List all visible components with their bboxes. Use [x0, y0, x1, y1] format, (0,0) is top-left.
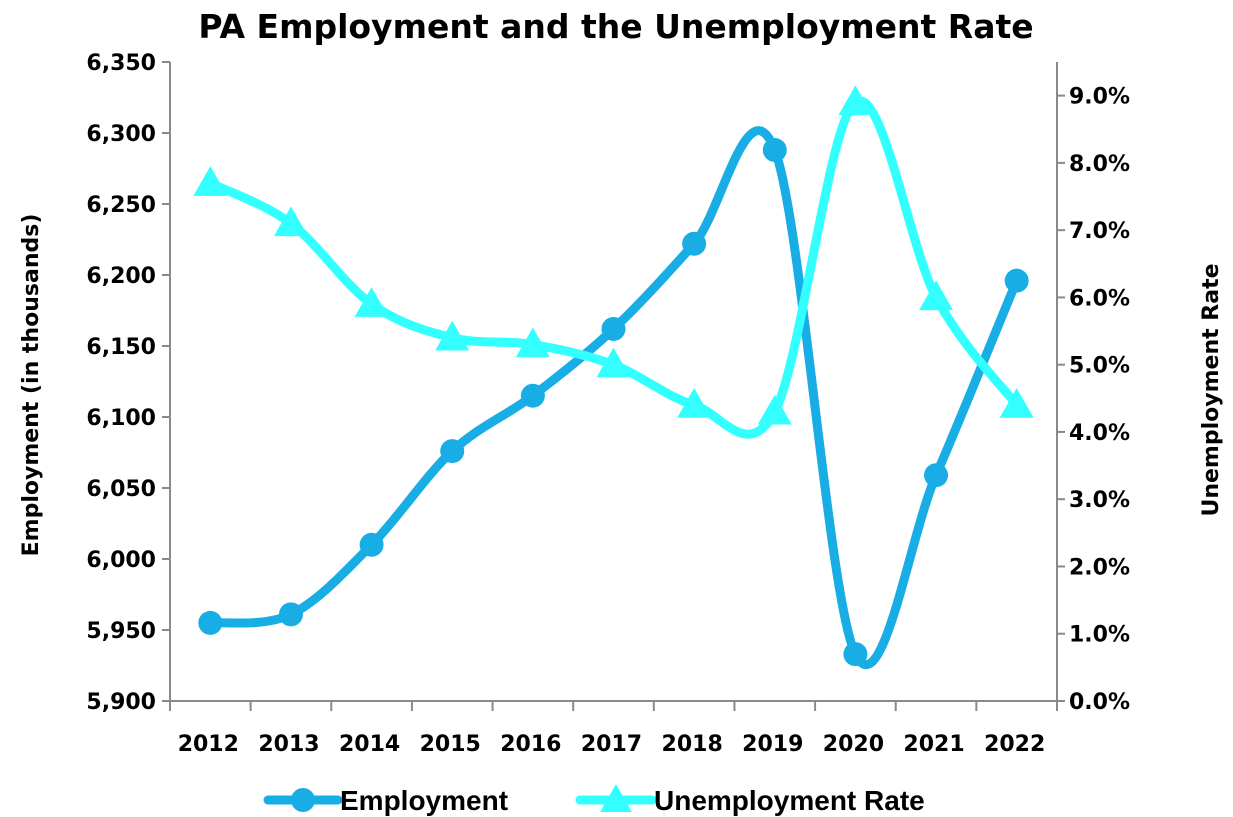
- y-left-tick-label: 6,300: [86, 122, 156, 147]
- unemployment-rate-point: [919, 280, 954, 311]
- legend-marker-triangle: [600, 784, 632, 812]
- unemployment-rate-point: [596, 347, 631, 378]
- employment-point: [1004, 268, 1029, 293]
- y-left-tick-label: 6,200: [86, 264, 156, 289]
- x-tick-label: 2021: [903, 732, 964, 757]
- y-left-tick-label: 6,150: [86, 335, 156, 360]
- x-tick-label: 2020: [823, 732, 884, 757]
- y-left-tick-label: 6,000: [86, 548, 156, 573]
- x-tick-label: 2018: [662, 732, 723, 757]
- x-tick-label: 2012: [178, 732, 239, 757]
- employment-point: [601, 316, 626, 341]
- y-right-tick-label: 9.0%: [1069, 85, 1130, 110]
- x-tick-label: 2019: [742, 732, 803, 757]
- unemployment-rate-point: [273, 206, 308, 237]
- y-right-tick-label: 3.0%: [1069, 488, 1130, 513]
- series-line-unemployment-rate: [205, 96, 1022, 439]
- employment-point: [198, 610, 223, 635]
- employment-point: [359, 532, 384, 557]
- y-axis-right-label: Unemployment Rate: [1199, 263, 1224, 516]
- legend-label: Unemployment Rate: [654, 785, 925, 816]
- y-left-tick-label: 5,900: [86, 690, 156, 715]
- y-right-tick-label: 1.0%: [1069, 623, 1130, 648]
- legend-label: Employment: [340, 785, 508, 816]
- employment-point: [843, 642, 868, 667]
- y-right-tick-label: 2.0%: [1069, 555, 1130, 580]
- x-tick-label: 2016: [500, 732, 561, 757]
- y-right-tick-label: 4.0%: [1069, 421, 1130, 446]
- y-right-tick-label: 8.0%: [1069, 152, 1130, 177]
- y-axis-left-label: Employment (in thousands): [19, 214, 44, 557]
- legend-marker-circle: [291, 788, 315, 812]
- y-left-tick-label: 6,050: [86, 477, 156, 502]
- y-left-tick-label: 6,250: [86, 193, 156, 218]
- x-tick-label: 2014: [339, 732, 400, 757]
- y-right-tick-label: 0.0%: [1069, 690, 1130, 715]
- employment-point: [520, 383, 545, 408]
- series-line-employment: [205, 126, 1022, 669]
- unemployment-rate-point: [193, 166, 228, 196]
- unemployment-rate-point: [757, 394, 792, 425]
- employment-point: [440, 439, 465, 464]
- x-tick-label: 2013: [258, 732, 319, 757]
- unemployment-rate-point: [999, 388, 1034, 418]
- x-tick-label: 2022: [984, 732, 1045, 757]
- y-right-tick-label: 5.0%: [1069, 354, 1130, 379]
- x-tick-label: 2017: [581, 732, 642, 757]
- unemployment-rate-point: [515, 327, 550, 358]
- unemployment-rate-point: [838, 85, 873, 116]
- unemployment-rate-point: [677, 388, 712, 418]
- employment-point: [924, 463, 949, 488]
- unemployment-rate-point: [435, 320, 470, 351]
- employment-point: [278, 602, 303, 627]
- y-right-tick-label: 6.0%: [1069, 286, 1130, 311]
- employment-point: [762, 138, 787, 163]
- y-left-tick-label: 5,950: [86, 619, 156, 644]
- chart-title: PA Employment and the Unemployment Rate: [198, 7, 1033, 46]
- x-tick-label: 2015: [420, 732, 481, 757]
- y-right-tick-label: 7.0%: [1069, 219, 1130, 244]
- unemployment-rate-point: [354, 287, 389, 317]
- y-left-tick-label: 6,100: [86, 406, 156, 431]
- employment-point: [682, 231, 707, 256]
- chart-legend: Employment Unemployment Rate: [263, 784, 925, 816]
- y-left-tick-label: 6,350: [86, 51, 156, 76]
